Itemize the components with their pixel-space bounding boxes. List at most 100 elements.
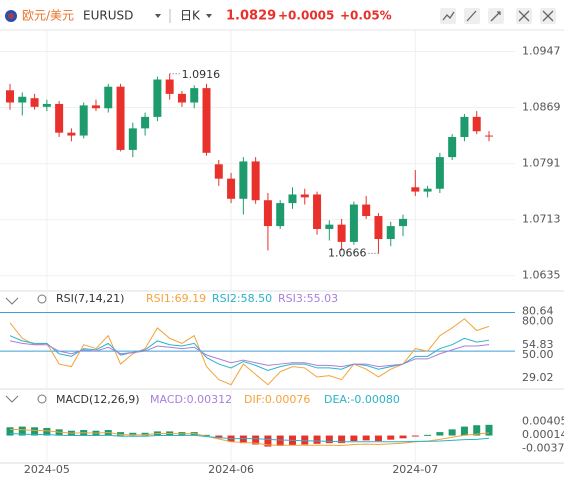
candle-body — [411, 187, 420, 192]
legend-label: RSI1:69.19 — [146, 292, 206, 305]
period[interactable]: 日K — [180, 9, 201, 23]
macd-bar — [338, 435, 346, 444]
macd-bar — [350, 435, 358, 442]
dropdown-icon[interactable] — [206, 14, 212, 18]
candle-body — [239, 161, 248, 199]
candle-body — [42, 103, 51, 107]
candle-body — [337, 224, 346, 242]
candle-body — [485, 135, 493, 137]
candle-body — [374, 216, 383, 240]
macd-bar — [460, 426, 468, 436]
indicator-line — [9, 335, 490, 372]
candle-body — [460, 116, 469, 137]
y-tick-label: 1.0791 — [522, 157, 561, 170]
candle-body — [128, 128, 137, 150]
macd-bar — [387, 435, 395, 440]
tool-icon — [442, 11, 455, 21]
tool-icon — [466, 10, 477, 22]
candle-body — [141, 116, 150, 129]
collapse-icon[interactable] — [5, 395, 19, 403]
indicator-line — [9, 428, 490, 447]
y-tick-label: 50.00 — [522, 348, 554, 361]
y-tick-label: 1.0947 — [522, 44, 561, 57]
change: +0.0005 — [278, 9, 334, 23]
legend-label: DEA:-0.00080 — [324, 393, 400, 406]
settings-icon[interactable] — [37, 394, 47, 404]
toolbar — [440, 8, 556, 24]
change-pct: +0.05% — [340, 9, 392, 23]
pair-name: 欧元/美元 — [22, 9, 74, 23]
legend-label: RSI2:58.50 — [212, 292, 272, 305]
y-tick-label: -0.00377 — [522, 442, 564, 455]
collapse-icon[interactable] — [5, 297, 19, 305]
dropdown-icon[interactable] — [155, 14, 161, 18]
macd-bar — [399, 435, 407, 439]
symbol: EURUSD — [83, 9, 133, 23]
macd-bar — [252, 435, 260, 445]
rsi-icons — [5, 294, 47, 404]
legend-label: MACD:0.00312 — [150, 393, 232, 406]
tool-icon — [542, 10, 554, 22]
flag — [5, 10, 17, 22]
macd-bar — [313, 435, 321, 444]
candle-body — [165, 79, 174, 94]
tool-icon — [518, 10, 530, 22]
y-tick-label: 80.00 — [522, 315, 554, 328]
macd-bar — [203, 434, 211, 436]
candle-body — [423, 188, 432, 192]
indicator-line — [9, 318, 490, 386]
candle-body — [300, 194, 309, 198]
indicator-title: RSI(7,14,21) — [56, 292, 124, 305]
y-tick-label: 29.02 — [522, 371, 554, 384]
macd-bar — [6, 427, 14, 436]
candle-body — [263, 200, 272, 227]
candle-body — [104, 86, 113, 109]
macd-bar — [43, 427, 51, 436]
macd-bar — [436, 432, 444, 436]
min-label: 1.0666 — [328, 246, 367, 259]
candle-body — [386, 226, 395, 240]
macd-bar — [411, 435, 419, 437]
y-tick-label: 54.83 — [522, 338, 554, 351]
y-tick-label: 80.64 — [522, 305, 554, 318]
candle-body — [227, 178, 236, 199]
y-tick-label: 1.0635 — [522, 269, 561, 282]
macd-bar — [31, 427, 39, 436]
y-tick-label: 1.0713 — [522, 213, 561, 226]
macd-bar — [473, 425, 481, 436]
macd-bar — [18, 426, 26, 436]
legend-label: RSI3:55.03 — [278, 292, 338, 305]
price: 1.0829 — [226, 9, 276, 24]
indicator-line — [9, 432, 490, 443]
macd-bar — [129, 432, 137, 436]
macd-bar — [374, 435, 382, 442]
candle-body — [6, 90, 14, 103]
candle-body — [435, 157, 444, 189]
candle-body — [214, 164, 223, 179]
macd-bar — [485, 424, 493, 436]
macd-bar — [301, 435, 309, 445]
candle-body — [18, 96, 27, 103]
settings-icon[interactable] — [37, 294, 47, 304]
max-label: 1.0916 — [182, 68, 221, 81]
candle-body — [67, 132, 76, 136]
x-tick-label: 2024-07 — [392, 463, 438, 476]
candle-body — [325, 224, 334, 229]
tool-icon — [490, 11, 501, 22]
candle-body — [116, 86, 125, 150]
legend-label: DIF:0.00076 — [244, 393, 310, 406]
candle-body — [349, 204, 358, 242]
candle-body — [79, 105, 88, 136]
candle-body — [288, 194, 297, 204]
indicator-line — [9, 340, 490, 368]
x-tick-label: 2024-05 — [24, 463, 70, 476]
indicator-title: MACD(12,26,9) — [56, 393, 140, 406]
macd-bar — [424, 434, 432, 436]
candle-body — [91, 105, 100, 109]
macd-bar — [117, 432, 125, 436]
macd-bar — [325, 435, 333, 444]
candle-body — [202, 88, 211, 153]
candle-body — [153, 79, 162, 117]
